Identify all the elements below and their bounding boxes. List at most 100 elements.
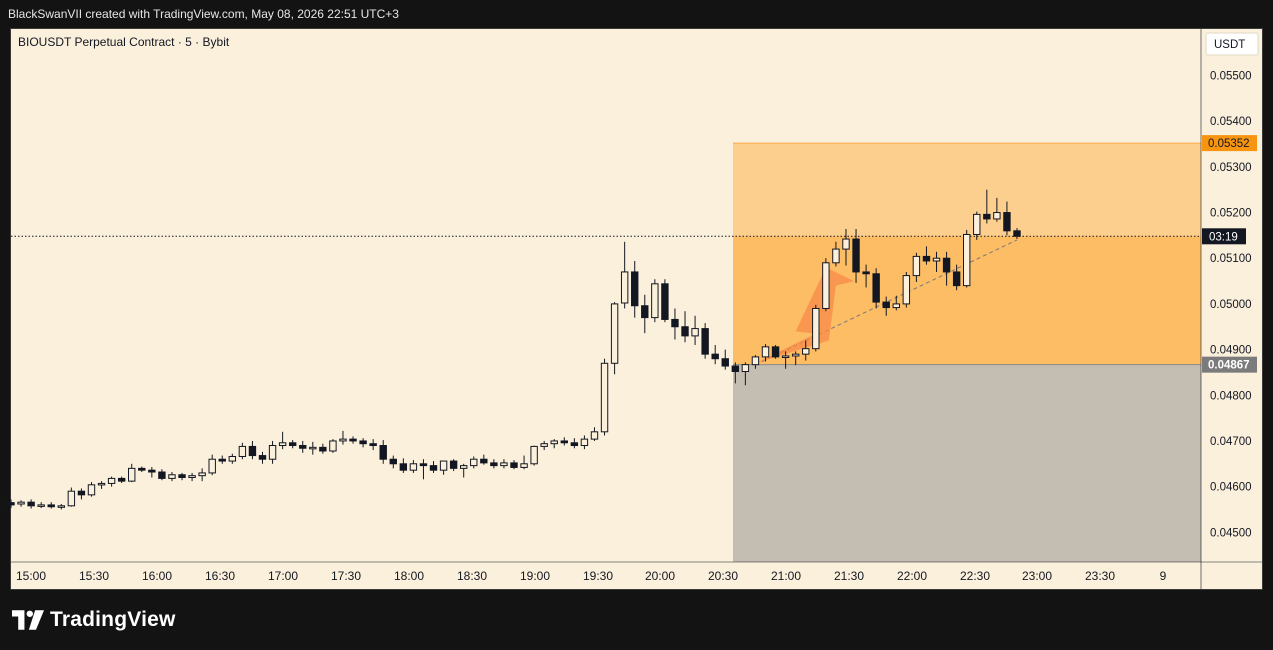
time-tick-label: 17:30: [331, 569, 361, 583]
candle: [97, 481, 106, 489]
time-tick-label: 15:00: [16, 569, 46, 583]
target-price-tag: [1202, 135, 1257, 152]
candle-body-down: [7, 502, 15, 506]
candle: [349, 436, 357, 444]
candle-body-up: [97, 482, 106, 486]
candle-body-down: [560, 440, 568, 444]
candle: [288, 440, 297, 449]
candle-body-up: [57, 505, 65, 508]
currency-selector-box: [1205, 32, 1259, 56]
candle: [480, 454, 488, 465]
currency-selector-label: USDT: [1214, 39, 1245, 51]
candle-body-up: [620, 271, 629, 304]
candle: [651, 279, 659, 323]
candle-body-up: [309, 446, 317, 450]
price-axis-background: [1201, 29, 1262, 589]
time-tick-label: 22:00: [897, 569, 927, 583]
candle: [148, 466, 156, 478]
candle: [922, 246, 931, 265]
tradingview-logo[interactable]: TradingView: [12, 606, 176, 634]
price-tick-label: 0.05400: [1210, 116, 1252, 128]
candle-body-up: [37, 504, 45, 507]
candle: [932, 251, 941, 272]
candle: [399, 458, 408, 473]
candle: [17, 500, 25, 507]
price-tick-label: 0.05100: [1210, 253, 1252, 265]
candle: [138, 466, 146, 473]
time-tick-label: 19:30: [583, 569, 613, 583]
candle: [208, 454, 216, 476]
candle-body-down: [942, 257, 951, 273]
candle-body-up: [822, 262, 830, 309]
candle-body-up: [550, 440, 558, 445]
candle: [107, 476, 116, 487]
candle-body-up: [228, 455, 237, 462]
candle-body-up: [751, 356, 760, 366]
entry-price-label: 0.04867: [1208, 360, 1250, 372]
candle: [761, 344, 770, 362]
time-tick-label: 21:30: [834, 569, 864, 583]
candle: [268, 440, 277, 464]
candle-body-up: [238, 445, 247, 457]
time-tick-label: 21:00: [771, 569, 801, 583]
candle-body-down: [510, 462, 518, 468]
candle: [741, 362, 750, 386]
candle-body-up: [963, 233, 971, 287]
candle-body-up: [268, 445, 277, 460]
candle: [57, 503, 65, 510]
candle-body-up: [198, 472, 206, 477]
candle-body-up: [530, 445, 538, 465]
candle: [983, 189, 991, 224]
candle: [339, 430, 347, 445]
symbol-legend[interactable]: BIOUSDT Perpetual Contract · 5 · Bybit: [18, 35, 230, 49]
candle-body-down: [419, 463, 428, 467]
candle: [620, 241, 629, 309]
candle-body-down: [389, 458, 397, 465]
candle-body-down: [429, 465, 438, 471]
candle-body-down: [117, 477, 126, 482]
candle-body-up: [208, 458, 216, 474]
candle-body-down: [218, 458, 226, 462]
candle-body-up: [590, 431, 599, 440]
time-tick-label: 16:30: [205, 569, 235, 583]
candle: [540, 440, 548, 451]
candle-body-down: [299, 445, 307, 449]
candle-body-up: [540, 443, 548, 447]
candle-body-down: [359, 440, 367, 445]
candle-body-up: [17, 501, 25, 505]
candle: [379, 440, 387, 464]
candle-body-down: [1013, 230, 1021, 237]
candle-body-down: [47, 504, 55, 508]
candle: [359, 438, 367, 448]
candle: [409, 460, 418, 473]
price-tick-label: 0.04800: [1210, 390, 1252, 402]
candle: [248, 440, 257, 460]
candle-body-up: [128, 467, 136, 482]
candle: [7, 499, 15, 509]
candle-body-down: [721, 358, 729, 367]
price-tick-label: 0.05200: [1210, 208, 1252, 220]
candle-body-down: [178, 474, 186, 478]
time-tick-label: 18:30: [457, 569, 487, 583]
candle: [791, 351, 800, 366]
candle-body-up: [993, 212, 1001, 220]
candle: [470, 456, 478, 469]
candle-body-down: [258, 455, 267, 460]
candle: [872, 268, 880, 309]
candle-body-up: [67, 490, 76, 507]
candle: [228, 453, 237, 464]
candle: [449, 459, 458, 472]
candle-body-down: [248, 445, 257, 457]
candle-body-up: [912, 255, 921, 277]
candle: [912, 252, 921, 282]
candle: [802, 340, 810, 361]
candles-layer: [7, 189, 1021, 510]
candle-body-up: [278, 442, 287, 447]
candle-body-down: [681, 326, 689, 337]
price-tick-label: 0.04900: [1210, 345, 1252, 357]
candle: [47, 502, 55, 509]
candle: [168, 472, 176, 482]
candle: [681, 311, 689, 343]
candle-body-up: [832, 248, 840, 264]
